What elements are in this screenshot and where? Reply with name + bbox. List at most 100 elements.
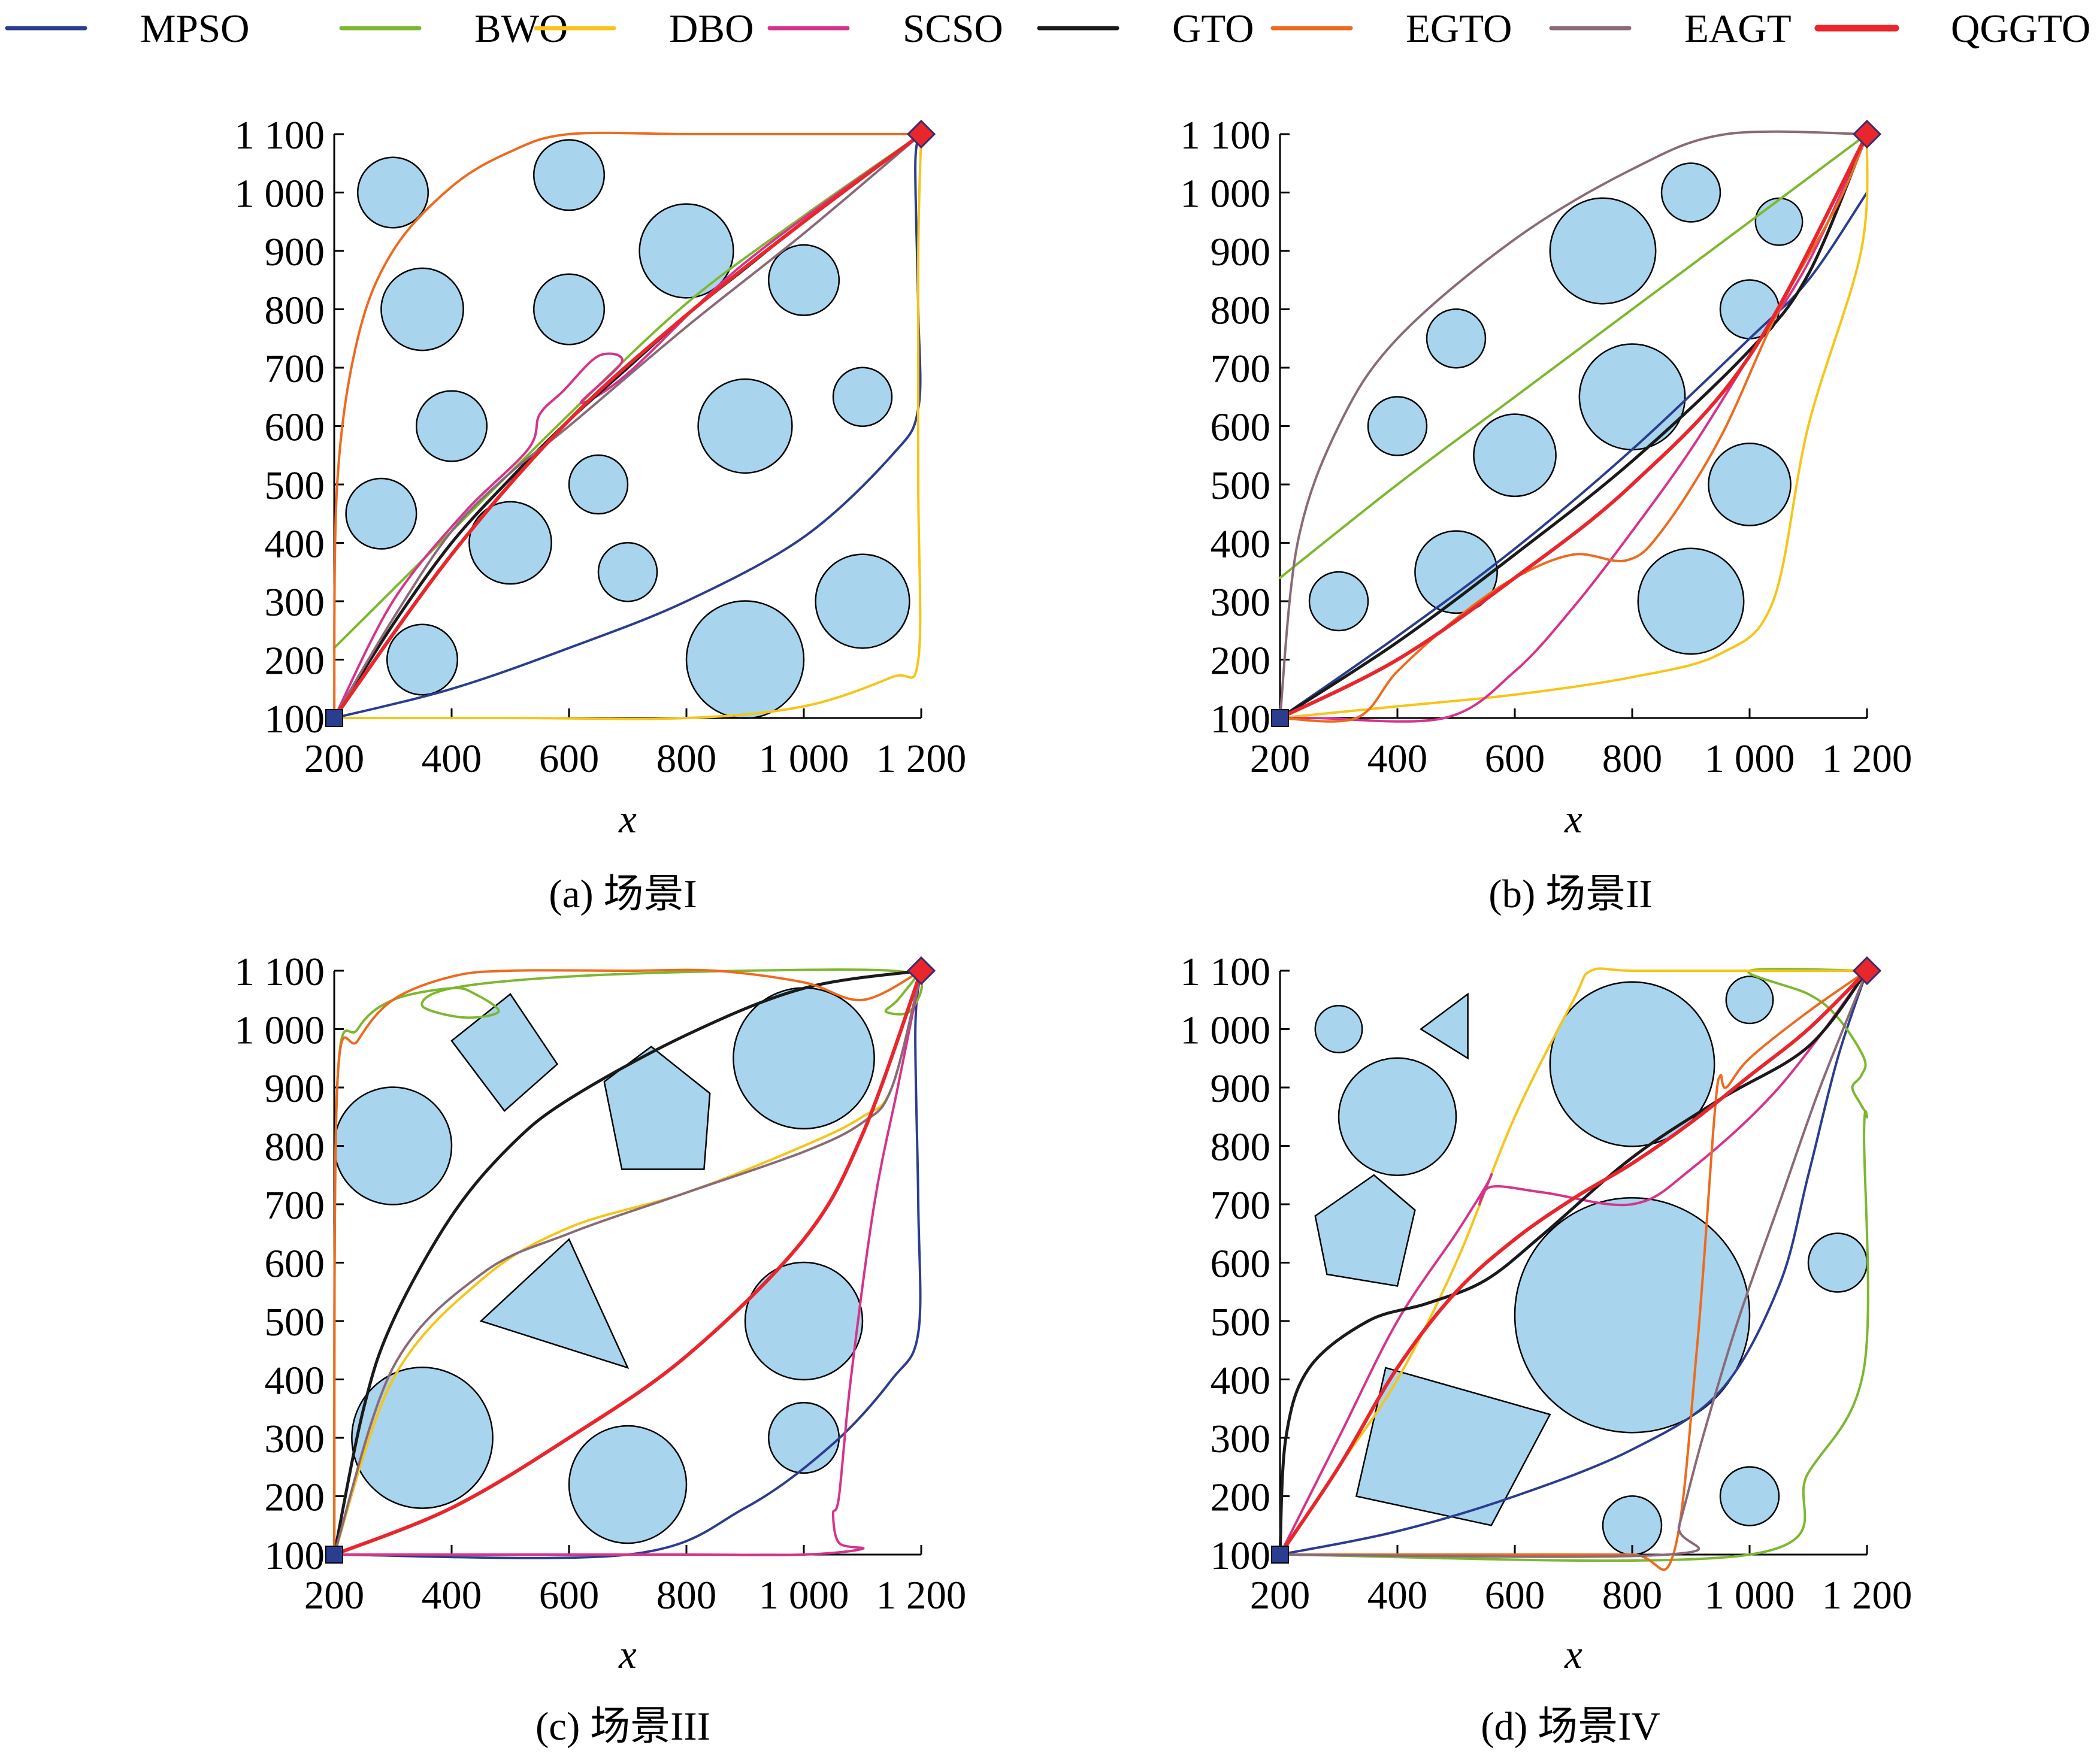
x-tick-label: 600	[539, 737, 600, 781]
x-tick-label: 800	[656, 737, 717, 781]
legend-item-qggto: QGGTO	[1814, 7, 2090, 51]
obstacle-circle	[1725, 976, 1774, 1025]
obstacles	[1314, 976, 1868, 1556]
legend-item-bwo: BWO	[339, 7, 568, 51]
series-line-egto	[333, 131, 922, 719]
y-tick-label: 300	[265, 580, 325, 625]
x-tick-label: 1 000	[759, 737, 849, 781]
obstacle-circle	[1549, 197, 1657, 305]
goal-marker	[1852, 956, 1882, 986]
y-tick-label: 200	[1211, 1476, 1271, 1520]
series-line-mpso	[1279, 191, 1868, 719]
series-line-bwo	[1279, 133, 1868, 579]
obstacle-circle	[568, 454, 629, 515]
x-tick-label: 800	[656, 1573, 717, 1617]
x-tick-label: 1 000	[1705, 1573, 1795, 1617]
y-tick-label: 600	[265, 1242, 325, 1286]
obstacle-circle	[1708, 443, 1792, 526]
obstacle-circle	[1473, 413, 1557, 498]
series-line-qggto	[332, 969, 923, 1556]
y-tick-label: 1 100	[1180, 113, 1270, 157]
x-tick-label: 200	[1250, 737, 1311, 781]
y-tick-label: 800	[1211, 1125, 1271, 1170]
y-tick-label: 200	[1211, 639, 1271, 683]
obstacle-circle	[597, 542, 658, 602]
obstacle-circle	[733, 987, 875, 1130]
x-tick-label: 400	[1367, 1573, 1428, 1617]
y-tick-label: 500	[265, 464, 325, 508]
obstacle-polygon	[1314, 1174, 1416, 1287]
series-line-mpso	[333, 970, 922, 1559]
y-tick-label: 1 000	[234, 1008, 325, 1053]
y-tick-label: 1 000	[234, 172, 325, 216]
series-line-qggto	[1278, 969, 1869, 1556]
start-marker	[325, 709, 343, 727]
obstacle-circle	[832, 366, 893, 427]
obstacle-circle	[1514, 1197, 1751, 1434]
goal-marker	[906, 119, 936, 149]
obstacle-circle	[468, 501, 552, 585]
series-line-egto	[1279, 970, 1868, 1571]
x-tick-label: 1 000	[759, 1573, 849, 1617]
y-tick-label: 400	[265, 1359, 325, 1403]
x-axis-label: x	[1564, 797, 1582, 841]
obstacle-circle	[697, 378, 793, 474]
obstacle-circle	[1314, 1005, 1363, 1053]
series-line-scso	[1279, 133, 1868, 723]
x-tick-label: 400	[422, 1573, 482, 1617]
start-marker	[1271, 709, 1289, 727]
series-line-gto	[1278, 132, 1869, 720]
goal-marker	[1852, 119, 1882, 149]
y-tick-label: 300	[1211, 1417, 1271, 1461]
y-tick-label: 300	[1211, 580, 1271, 625]
legend-label: DBO	[669, 7, 754, 51]
legend-item-gto: GTO	[1037, 7, 1254, 51]
series-line-eagt	[333, 133, 922, 719]
obstacle-circle	[415, 390, 488, 462]
x-tick-label: 1 200	[1822, 737, 1913, 781]
x-tick-label: 200	[304, 737, 365, 781]
obstacle-circle	[386, 623, 459, 696]
start-marker	[325, 1546, 343, 1564]
series-lines	[1278, 130, 1869, 723]
obstacles	[333, 987, 875, 1544]
obstacle-circle	[744, 1261, 864, 1381]
x-axis-label: x	[1564, 1632, 1582, 1677]
panel-caption: (c) 场景III	[535, 1704, 710, 1749]
legend-label: GTO	[1172, 7, 1254, 51]
panel-caption: (a) 场景I	[549, 872, 697, 916]
x-tick-label: 200	[304, 1573, 365, 1617]
x-tick-label: 400	[1367, 737, 1428, 781]
obstacle-circle	[1719, 1466, 1780, 1526]
legend-label: EGTO	[1406, 7, 1512, 51]
legend-item-eagt: EAGT	[1549, 7, 1792, 51]
x-tick-label: 1 200	[876, 1573, 967, 1617]
series-line-scso	[1279, 970, 1868, 1556]
y-tick-label: 800	[265, 1125, 325, 1170]
series-line-gto	[1278, 969, 1869, 1556]
obstacle-circle	[1414, 530, 1498, 614]
y-tick-label: 600	[1211, 405, 1271, 450]
y-tick-label: 900	[1211, 1067, 1271, 1111]
series-line-qggto	[1278, 132, 1869, 720]
panel-d: 200 400 600 800 1 000 1 200100200300400500600…	[1180, 950, 1912, 1749]
obstacle-circle	[815, 553, 910, 649]
obstacle-polygon	[450, 993, 559, 1112]
legend-label: QGGTO	[1951, 7, 2090, 51]
obstacle-circle	[1338, 1057, 1457, 1176]
y-tick-label: 700	[1211, 347, 1271, 391]
obstacle-circle	[345, 477, 417, 550]
y-tick-label: 400	[1211, 522, 1271, 567]
obstacle-circle	[1754, 197, 1804, 246]
obstacle-circle	[1549, 981, 1715, 1147]
y-tick-label: 1 100	[234, 113, 325, 157]
series-line-dbo	[333, 133, 922, 720]
y-tick-label: 900	[265, 1067, 325, 1111]
obstacle-circle	[351, 1367, 494, 1509]
y-tick-label: 1 000	[1180, 172, 1270, 216]
y-tick-label: 100	[1211, 1534, 1271, 1578]
obstacle-circle	[380, 267, 464, 352]
obstacle-circle	[639, 203, 734, 299]
y-tick-label: 300	[265, 1417, 325, 1461]
obstacle-polygon	[479, 1238, 630, 1370]
